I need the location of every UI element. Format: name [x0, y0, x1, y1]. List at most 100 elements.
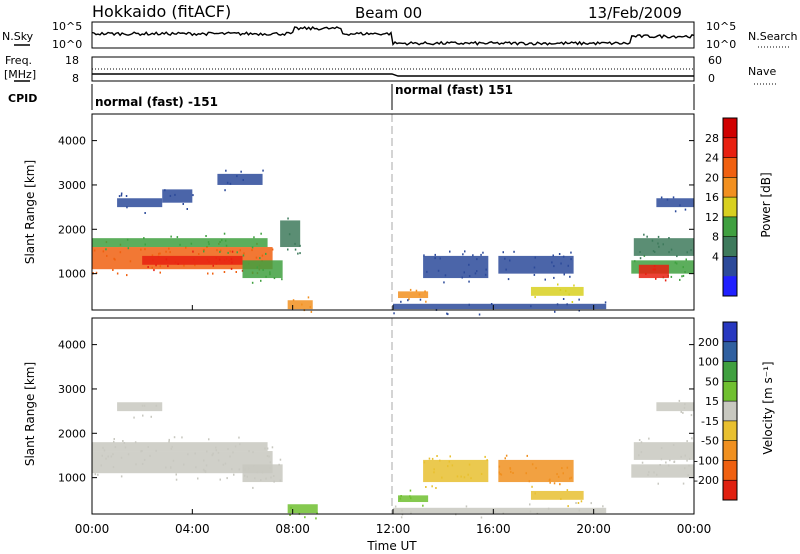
power-speck: [273, 277, 276, 280]
velocity-speck: [410, 511, 412, 514]
velocity-colorbar-swatch: [723, 361, 737, 382]
power-speck: [106, 254, 108, 257]
velocity-speck: [529, 510, 532, 513]
power-speck: [682, 266, 684, 269]
velocity-speck: [120, 456, 123, 459]
velocity-colorbar-swatch: [723, 420, 737, 442]
time-tick-label: 12:00: [376, 522, 411, 536]
power-cell: [656, 198, 694, 208]
velocity-speck: [660, 447, 663, 449]
velocity-speck: [175, 473, 177, 476]
power-speck: [194, 264, 196, 267]
power-speck: [684, 271, 686, 273]
power-speck: [551, 261, 553, 264]
power-speck: [504, 257, 506, 260]
velocity-speck: [94, 473, 97, 476]
velocity-ytick-label: 2000: [58, 427, 86, 440]
power-speck: [151, 254, 154, 257]
power-speck: [533, 273, 536, 276]
power-speck: [225, 244, 228, 247]
power-speck: [562, 255, 565, 258]
velocity-colorbar-tick-label: 50: [705, 375, 719, 388]
power-speck: [571, 301, 574, 303]
velocity-colorbar-tick-label: -200: [694, 474, 719, 487]
power-speck: [164, 189, 166, 192]
power-speck: [271, 248, 274, 251]
velocity-speck: [101, 454, 103, 457]
velocity-speck: [211, 454, 213, 457]
velocity-speck: [229, 455, 231, 458]
velocity-speck: [498, 465, 501, 468]
velocity-speck: [168, 440, 170, 443]
power-speck: [297, 252, 299, 255]
power-speck: [198, 253, 200, 255]
velocity-speck: [463, 476, 466, 479]
time-tick-label: 08:00: [275, 522, 310, 536]
velocity-colorbar-label: Velocity [m s⁻¹]: [761, 361, 775, 454]
power-ylabel: Slant Range [km]: [23, 160, 37, 264]
power-speck: [461, 276, 463, 279]
power-speck: [288, 233, 291, 236]
power-speck: [126, 274, 128, 277]
velocity-speck: [688, 464, 690, 467]
power-speck: [294, 242, 296, 245]
velocity-cell-region: [423, 455, 489, 489]
velocity-speck: [449, 455, 451, 458]
power-cell-region: [217, 169, 264, 192]
velocity-speck: [183, 463, 185, 466]
velocity-cell: [398, 495, 429, 503]
power-speck: [153, 269, 155, 272]
power-colorbar-swatch: [723, 197, 737, 218]
velocity-speck: [484, 455, 486, 458]
velocity-speck: [113, 440, 115, 443]
velocity-speck: [486, 459, 488, 462]
velocity-speck: [165, 466, 167, 469]
velocity-cell: [631, 464, 694, 478]
power-speck: [415, 289, 418, 292]
velocity-colorbar-swatch: [723, 440, 737, 461]
power-speck: [407, 299, 409, 302]
cpid-segment-2: normal (fast) 151: [395, 83, 513, 97]
velocity-speck: [498, 471, 500, 474]
velocity-speck: [127, 453, 130, 456]
velocity-speck: [500, 473, 503, 476]
velocity-speck: [548, 479, 551, 482]
power-speck: [212, 264, 214, 267]
power-speck: [120, 194, 123, 197]
velocity-speck: [122, 440, 124, 442]
power-speck: [155, 264, 157, 267]
power-speck: [482, 251, 484, 254]
velocity-speck: [647, 473, 649, 476]
cpid-segment-1: normal (fast) -151: [95, 95, 218, 109]
power-colorbar: 28 24 20 16 12 8 4: [705, 117, 738, 297]
velocity-speck: [660, 458, 663, 461]
velocity-speck: [436, 455, 438, 457]
velocity-speck: [248, 450, 250, 453]
velocity-cell: [423, 459, 489, 483]
velocity-speck: [528, 480, 531, 483]
power-speck: [140, 248, 142, 251]
station-title: Hokkaido (fitACF): [92, 2, 231, 21]
velocity-speck: [112, 466, 115, 469]
velocity-cell-region: [398, 489, 429, 507]
time-axis-label: Time UT: [366, 539, 417, 553]
power-speck: [261, 254, 264, 257]
power-cell: [142, 255, 243, 265]
velocity-colorbar-swatch: [723, 401, 737, 422]
power-speck: [126, 206, 128, 209]
velocity-speck: [441, 476, 443, 479]
power-speck: [292, 299, 295, 302]
power-speck: [269, 271, 271, 274]
power-speck: [255, 256, 258, 259]
power-speck: [679, 204, 681, 207]
velocity-speck: [467, 473, 469, 476]
velocity-speck: [222, 463, 225, 466]
velocity-speck: [534, 492, 536, 495]
velocity-ytick-label: 4000: [58, 339, 86, 352]
power-speck: [227, 251, 229, 254]
velocity-speck: [206, 450, 208, 453]
velocity-speck: [279, 458, 282, 461]
velocity-speck: [265, 477, 267, 480]
power-cell-region: [498, 250, 574, 281]
power-speck: [568, 293, 570, 296]
